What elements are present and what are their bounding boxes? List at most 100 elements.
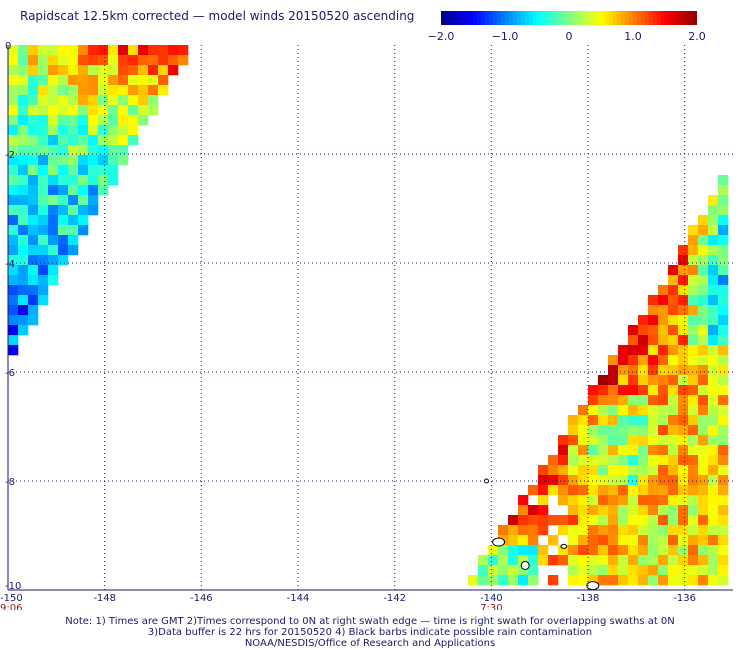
wind-difference-cell [78, 85, 89, 96]
wind-difference-cell [528, 485, 539, 496]
wind-difference-cell [638, 405, 649, 416]
wind-difference-cell [638, 525, 649, 536]
wind-difference-cell [588, 555, 599, 566]
wind-difference-cell [568, 455, 579, 466]
wind-difference-cell [698, 495, 709, 506]
wind-difference-cell [68, 105, 79, 116]
wind-difference-cell [658, 375, 669, 386]
wind-difference-cell [688, 395, 699, 406]
wind-difference-cell [698, 515, 709, 526]
x-tick-label: -146 [190, 593, 213, 604]
wind-difference-cell [708, 255, 719, 266]
wind-difference-cell [148, 105, 159, 116]
wind-difference-cell [118, 115, 129, 126]
colorbar-segment [457, 11, 462, 25]
wind-difference-cell [118, 125, 129, 136]
wind-difference-cell [668, 335, 679, 346]
wind-difference-cell [718, 425, 729, 436]
wind-difference-cell [38, 85, 49, 96]
wind-difference-cell [708, 215, 719, 226]
wind-difference-cell [698, 395, 709, 406]
wind-difference-cell [8, 225, 19, 236]
colorbar-segment [481, 11, 486, 25]
wind-difference-cell [578, 425, 589, 436]
wind-difference-cell [598, 395, 609, 406]
wind-difference-cell [658, 405, 669, 416]
wind-difference-cell [628, 575, 639, 586]
wind-difference-cell [678, 415, 689, 426]
wind-difference-cell [618, 545, 629, 556]
wind-difference-cell [638, 325, 649, 336]
wind-difference-cell [708, 375, 719, 386]
wind-difference-cell [538, 525, 549, 536]
wind-difference-cell [688, 265, 699, 276]
wind-difference-cell [708, 535, 719, 546]
wind-difference-cell [588, 395, 599, 406]
wind-difference-cell [698, 275, 709, 286]
wind-difference-cell [78, 145, 89, 156]
footer-credit: NOAA/NESDIS/Office of Research and Appli… [244, 638, 496, 649]
wind-difference-cell [668, 375, 679, 386]
wind-difference-cell [638, 355, 649, 366]
colorbar-segment [653, 11, 658, 25]
wind-difference-cell [88, 205, 99, 216]
wind-difference-cell [668, 445, 679, 456]
wind-difference-cell [598, 375, 609, 386]
wind-difference-cell [668, 485, 679, 496]
wind-difference-cell [598, 485, 609, 496]
wind-difference-cell [578, 555, 589, 566]
wind-difference-cell [708, 455, 719, 466]
wind-difference-cell [8, 255, 19, 266]
wind-difference-cell [698, 445, 709, 456]
wind-difference-cell [658, 575, 669, 586]
wind-difference-cell [128, 85, 139, 96]
wind-difference-cell [38, 75, 49, 86]
wind-difference-cell [28, 295, 39, 306]
wind-difference-cell [588, 545, 599, 556]
wind-difference-cell [58, 75, 69, 86]
wind-difference-cell [8, 315, 19, 326]
wind-difference-cell [608, 535, 619, 546]
wind-difference-cell [628, 465, 639, 476]
wind-difference-cell [688, 375, 699, 386]
wind-difference-cell [718, 225, 729, 236]
wind-difference-cell [28, 45, 39, 56]
wind-difference-cell [138, 75, 149, 86]
wind-difference-cell [478, 555, 489, 566]
wind-difference-cell [708, 555, 719, 566]
footer-note-line-2: 3)Data buffer is 22 hrs for 20150520 4) … [147, 627, 593, 638]
island-outline [484, 478, 489, 484]
colorbar-segment [677, 11, 682, 25]
wind-difference-cell [668, 535, 679, 546]
wind-difference-cell [588, 485, 599, 496]
wind-difference-cell [598, 555, 609, 566]
wind-difference-cell [98, 155, 109, 166]
colorbar-segment [577, 11, 582, 25]
wind-difference-cell [528, 525, 539, 536]
wind-difference-cell [688, 225, 699, 236]
wind-difference-cell [698, 315, 709, 326]
swath-time-label: 9:06 [0, 603, 22, 610]
wind-difference-cell [578, 445, 589, 456]
colorbar-segment [649, 11, 654, 25]
colorbar-segment [461, 11, 466, 25]
wind-difference-cell [718, 575, 729, 586]
wind-difference-cell [138, 55, 149, 66]
wind-difference-cell [118, 65, 129, 76]
wind-difference-cell [718, 265, 729, 276]
wind-difference-cell [598, 475, 609, 486]
wind-difference-cell [578, 505, 589, 516]
wind-difference-cell [98, 65, 109, 76]
wind-difference-cell [8, 85, 19, 96]
wind-difference-cell [528, 545, 539, 556]
wind-difference-cell [8, 115, 19, 126]
colorbar-segment [613, 11, 618, 25]
wind-difference-cell [618, 415, 629, 426]
wind-difference-cell [168, 65, 179, 76]
wind-difference-cell [718, 445, 729, 456]
wind-difference-cell [38, 195, 49, 206]
wind-difference-cell [708, 345, 719, 356]
wind-difference-cell [668, 305, 679, 316]
wind-difference-cell [688, 365, 699, 376]
wind-difference-cell [138, 85, 149, 96]
